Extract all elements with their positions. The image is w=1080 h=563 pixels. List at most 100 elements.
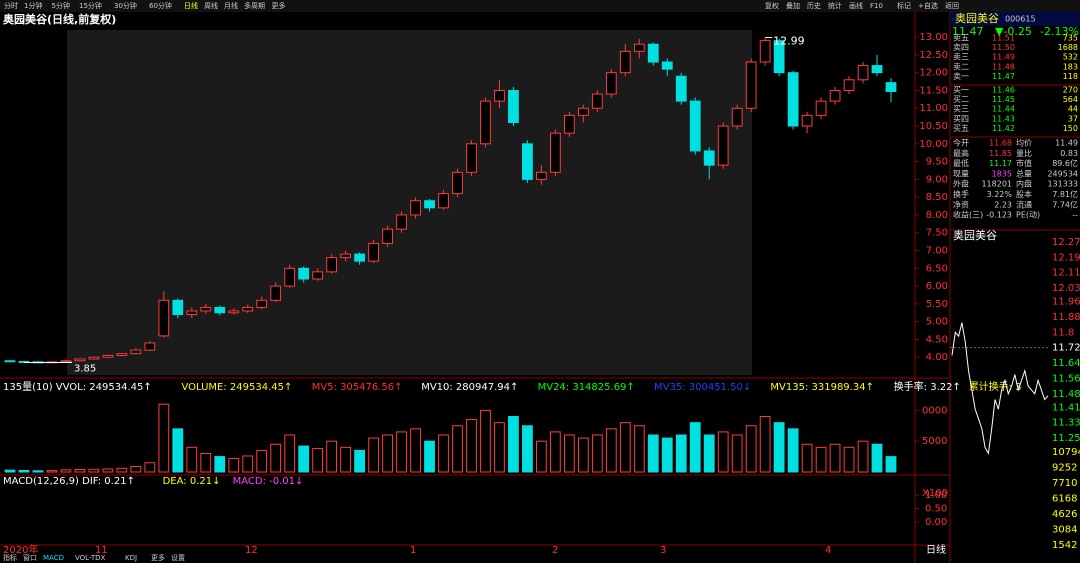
toolbar-tab[interactable]: 多周期	[244, 1, 265, 10]
volume-bar	[577, 437, 589, 473]
toolbar-tab[interactable]: 日线	[184, 1, 198, 10]
book-label: 买五	[953, 124, 969, 133]
stat-label: 市值	[1016, 158, 1032, 168]
candle-body	[200, 306, 212, 312]
toolbar-button[interactable]: 历史	[807, 1, 821, 10]
date-label: 12	[245, 545, 258, 556]
volume-bar	[298, 445, 310, 473]
toolbar-tab[interactable]: 月线	[224, 1, 238, 10]
toolbar-button[interactable]: 统计	[828, 1, 842, 10]
toolbar-tab[interactable]: 15分钟	[79, 1, 102, 10]
toolbar-tab[interactable]: 分时	[4, 1, 18, 10]
macd-legend: DEA: 0.21↓	[163, 476, 221, 487]
bottom-tab[interactable]: VOL-TDX	[75, 554, 106, 562]
toolbar-tab[interactable]: 周线	[204, 1, 218, 10]
bottom-tab[interactable]: 指标	[3, 553, 17, 562]
toolbar-button[interactable]: 复权	[765, 1, 779, 10]
intraday-tick-label: 11.48	[1052, 389, 1080, 400]
volume-bar	[563, 434, 575, 473]
bottom-tab[interactable]: 设置	[171, 553, 185, 562]
volume-bar	[591, 434, 603, 473]
candle-body	[787, 72, 799, 127]
bottom-tab[interactable]: 更多	[151, 553, 165, 562]
toolbar-button[interactable]: 画线	[849, 1, 863, 10]
volume-bar	[186, 446, 198, 473]
intraday-tick-label: 11.72	[1052, 343, 1080, 354]
volume-bar	[32, 470, 44, 473]
book-price: 11.50	[992, 43, 1015, 52]
candle-body	[591, 93, 603, 109]
intraday-tick-label: 11.8	[1052, 327, 1074, 338]
intraday-tab[interactable]: 日线	[926, 543, 946, 556]
chart-title: 奥园美谷(日线,前复权)	[2, 12, 116, 26]
volume-legend: MV24: 314825.69↑	[538, 382, 635, 393]
toolbar-button[interactable]: 返回	[945, 2, 959, 10]
price-tick-label: 11.50	[919, 85, 948, 96]
intraday-line	[951, 322, 1049, 455]
volume-bar	[242, 455, 254, 473]
stat-label: 净资	[953, 199, 969, 209]
bottom-tab[interactable]: KDJ	[125, 554, 137, 562]
candle-body	[689, 100, 701, 152]
book-label: 买四	[953, 114, 969, 123]
toolbar-tab[interactable]: 更多	[272, 1, 286, 10]
toolbar-tab[interactable]: 5分钟	[52, 1, 70, 10]
intraday-tick-label: 12.27	[1052, 237, 1080, 248]
stat-value: 3.22%	[987, 190, 1013, 199]
stat-value: 7.74亿	[1052, 199, 1078, 209]
book-volume: 183	[1063, 62, 1078, 71]
candle-body	[675, 75, 687, 102]
price-tick-label: 4.00	[926, 352, 948, 363]
last-price: 11.47	[952, 25, 984, 38]
toolbar-tab[interactable]: 1分钟	[24, 1, 42, 10]
volume-legend: VOLUME: 249534.45↑	[182, 382, 293, 393]
book-price: 11.47	[992, 72, 1015, 81]
candle-body	[717, 125, 729, 166]
toolbar-button[interactable]: F10	[870, 2, 883, 10]
volume-bar	[787, 428, 799, 473]
stock-code: 000615	[1005, 15, 1036, 24]
volume-bar	[382, 434, 393, 473]
volume-legend: MV35: 300451.50↓	[654, 382, 751, 393]
book-volume: 44	[1068, 105, 1078, 114]
volume-bar	[605, 428, 617, 473]
price-tick-label: 5.50	[926, 299, 948, 310]
candle-body	[172, 299, 184, 316]
macd-legend: MACD(12,26,9) DIF: 0.21↑	[3, 476, 135, 487]
stat-value: 89.6亿	[1052, 158, 1078, 168]
volume-bar	[102, 468, 114, 473]
candle-body	[74, 358, 86, 362]
stat-label: 换手	[953, 189, 969, 199]
candle-body	[60, 360, 72, 363]
price-tick-label: 7.00	[926, 246, 948, 257]
intraday-name: 奥园美谷	[953, 228, 997, 242]
volume-legend: MV10: 280947.94↑	[421, 382, 518, 393]
book-volume: 1688	[1058, 43, 1078, 52]
candle-body	[396, 214, 407, 230]
selection-area	[67, 30, 752, 375]
toolbar-button[interactable]: 叠加	[786, 1, 800, 10]
intraday-tick-label: 12.19	[1052, 252, 1080, 263]
candle-body	[480, 100, 491, 145]
candle-body	[186, 310, 198, 316]
bottom-tab[interactable]: 窗口	[23, 553, 37, 562]
toolbar-button[interactable]: 标记	[897, 1, 911, 10]
toolbar-tab[interactable]: 60分钟	[149, 1, 172, 10]
volume-bar	[633, 425, 645, 473]
candle-body	[647, 43, 659, 63]
volume-bar	[843, 446, 855, 473]
volume-bar	[647, 434, 659, 473]
stat-label: 最高	[953, 148, 969, 158]
book-label: 买一	[953, 86, 969, 95]
toolbar-tab[interactable]: 30分钟	[114, 1, 137, 10]
candle-body	[773, 40, 785, 74]
macd-tick-label: 0.00	[925, 517, 947, 528]
volume-bar	[116, 467, 128, 473]
quote-header	[950, 12, 1080, 26]
volume-bar	[522, 425, 533, 473]
date-label: 2020年	[3, 543, 38, 556]
volume-bar	[158, 403, 170, 473]
bottom-tab[interactable]: MACD	[43, 554, 64, 562]
toolbar-button[interactable]: +自选	[918, 1, 938, 10]
date-label: 4	[825, 545, 831, 556]
